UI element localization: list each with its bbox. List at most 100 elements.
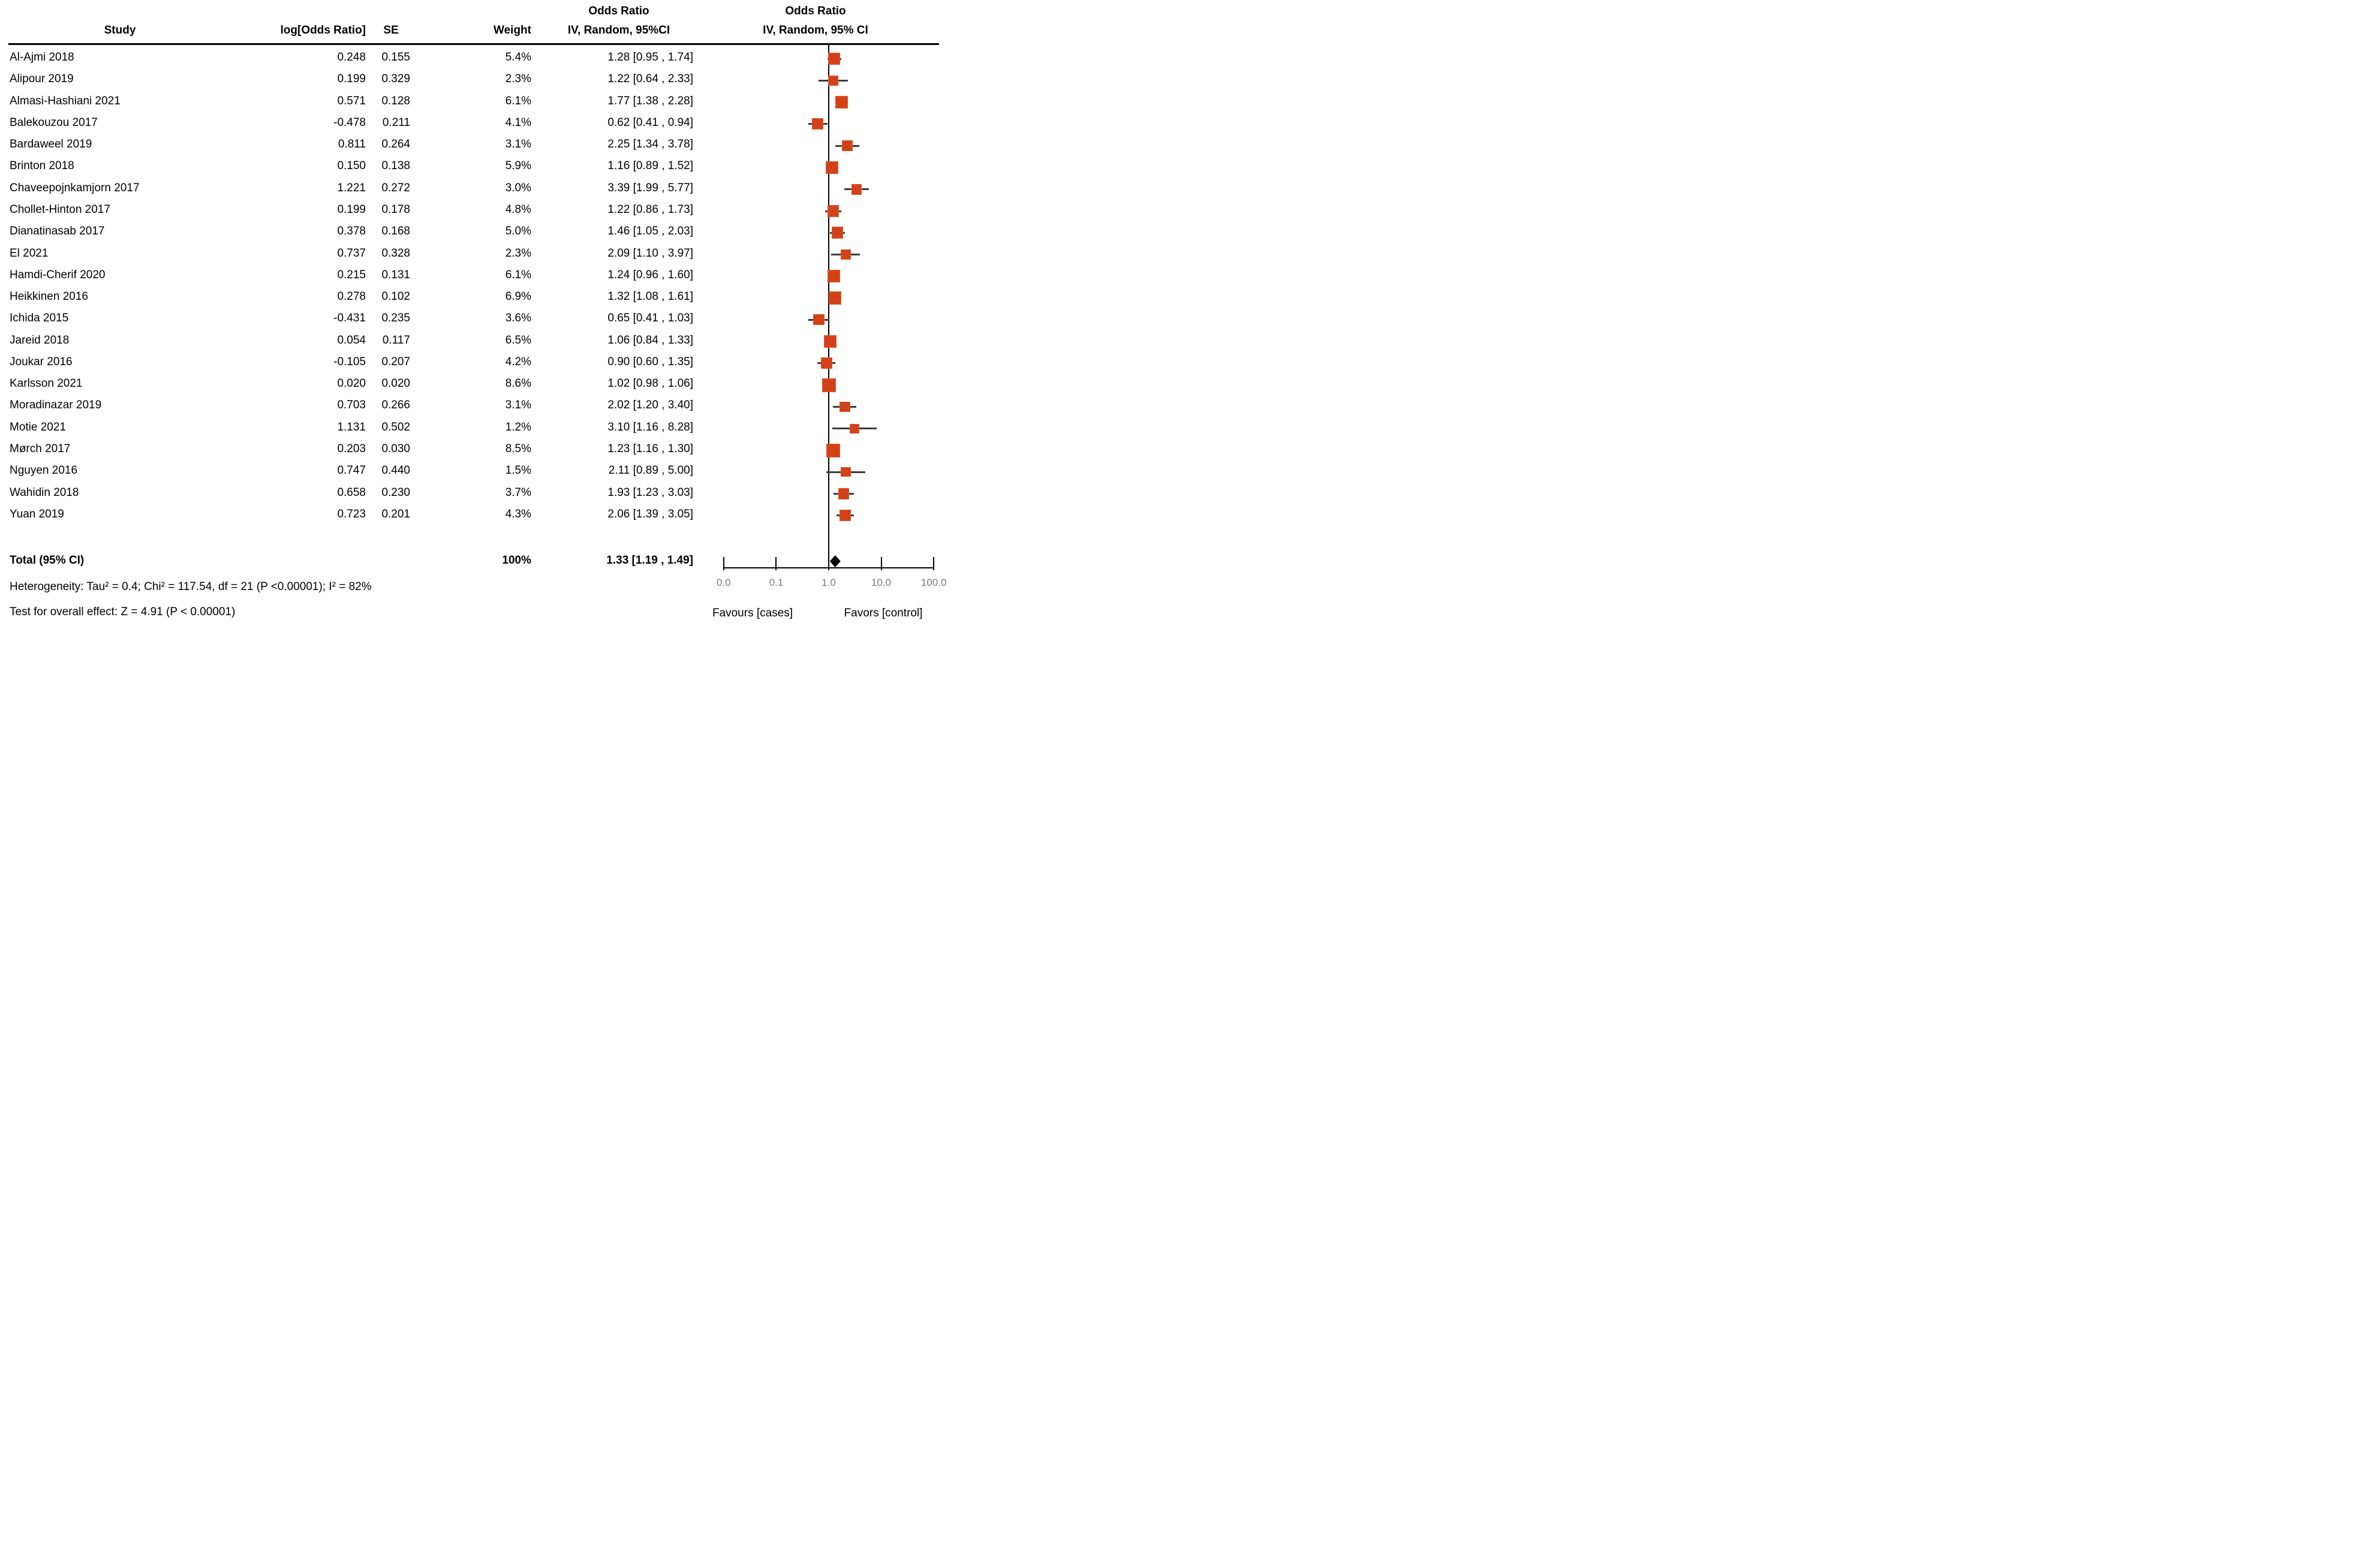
log-odds-ratio-value: 0.747 [337,464,366,477]
effect-marker [839,510,851,522]
study-name: Chaveepojnkamjorn 2017 [10,181,140,194]
se-value: 0.030 [381,443,410,456]
weight-value: 4.2% [505,355,531,368]
study-name: Bardaweel 2019 [10,138,92,151]
se-value: 0.235 [381,312,410,325]
odds-ratio-ci-value: 1.24 [0.96 , 1.60] [607,268,693,281]
odds-ratio-ci-value: 1.02 [0.98 , 1.06] [607,377,693,390]
odds-ratio-ci-value: 1.22 [0.64 , 2.33] [607,73,693,86]
axis-tick-label: 0.1 [769,577,784,588]
weight-value: 3.7% [505,486,531,499]
log-odds-ratio-value: 0.737 [337,246,366,260]
effect-marker [827,205,840,217]
log-odds-ratio-value: 0.658 [337,486,366,499]
log-odds-ratio-value: 0.150 [337,159,366,173]
weight-value: 3.6% [505,312,531,325]
weight-value: 4.8% [505,203,531,216]
se-value: 0.138 [381,159,410,173]
log-odds-ratio-value: -0.478 [333,116,366,129]
table-row: Wahidin 2018 0.658 0.230 3.7% 1.93 [1.23 , 3… [0,486,952,502]
column-header-odds-ratio-line2: IV, Random, 95%CI [567,24,670,37]
table-row: Heikkinen 2016 0.278 0.102 6.9% 1.32 [1.08 ,… [0,290,952,306]
table-row: Moradinazar 2019 0.703 0.266 3.1% 2.02 [1.20… [0,399,952,415]
effect-marker [813,314,825,326]
odds-ratio-ci-value: 1.77 [1.38 , 2.28] [607,94,693,107]
log-odds-ratio-value: 0.248 [337,51,366,64]
effect-marker [823,335,837,348]
study-name: Motie 2021 [10,420,67,434]
column-header-log-odds-ratio: log[Odds Ratio] [280,24,366,37]
column-header-odds-ratio-line1: Odds Ratio [588,5,649,17]
se-value: 0.272 [381,181,410,194]
se-value: 0.102 [381,290,410,303]
no-effect-line [828,44,829,568]
weight-value: 8.5% [505,443,531,456]
weight-value: 8.6% [505,377,531,390]
total-ci: 1.33 [1.19 , 1.49] [606,554,693,567]
effect-marker [826,161,838,174]
study-name: Ichida 2015 [10,312,69,325]
effect-marker [839,401,850,413]
se-value: 0.155 [381,51,410,64]
effect-marker [840,249,851,260]
table-row: Al-Ajmi 2018 0.248 0.155 5.4% 1.28 [0.95 , 1… [0,51,952,67]
se-value: 0.128 [381,94,410,107]
column-header-study: Study [104,24,136,37]
table-row: Nguyen 2016 0.747 0.440 1.5% 2.11 [0.89 , 5.… [0,464,952,480]
weight-value: 2.3% [505,73,531,86]
log-odds-ratio-value: 0.199 [337,203,366,216]
favours-right-label: Favors [control] [844,607,923,619]
odds-ratio-ci-value: 1.22 [0.86 , 1.73] [607,203,693,216]
log-odds-ratio-value: -0.105 [333,355,366,368]
log-odds-ratio-value: 0.571 [337,94,366,107]
se-value: 0.329 [381,73,410,86]
study-name: Hamdi-Cherif 2020 [10,268,106,281]
log-odds-ratio-value: 0.278 [337,290,366,303]
table-row: Alipour 2019 0.199 0.329 2.3% 1.22 [0.64 , 2… [0,73,952,89]
se-value: 0.328 [381,246,410,260]
weight-value: 1.5% [505,464,531,477]
se-value: 0.020 [381,377,410,390]
table-row: Almasi-Hashiani 2021 0.571 0.128 6.1% 1.77 [… [0,95,952,111]
effect-marker [841,140,853,151]
table-row: Balekouzou 2017 -0.478 0.211 4.1% 0.62 [0.41… [0,116,952,133]
weight-value: 3.1% [505,399,531,412]
log-odds-ratio-value: 0.199 [337,73,366,86]
weight-value: 6.1% [505,268,531,281]
odds-ratio-ci-value: 2.11 [0.89 , 5.00] [608,464,693,477]
table-row: Chollet-Hinton 2017 0.199 0.178 4.8% 1.22 [0… [0,203,952,219]
study-name: Chollet-Hinton 2017 [10,203,110,216]
se-value: 0.266 [381,399,410,412]
pooled-effect-diamond [829,555,841,567]
se-value: 0.230 [381,486,410,499]
weight-value: 6.5% [505,333,531,347]
table-row: Brinton 2018 0.150 0.138 5.9% 1.16 [0.89 , 1… [0,159,952,176]
forest-plot: Study log[Odds Ratio] SE Weight Odds Rat… [0,0,952,625]
effect-marker [831,227,844,239]
odds-ratio-ci-value: 3.10 [1.16 , 8.28] [607,420,693,434]
odds-ratio-ci-value: 1.93 [1.23 , 3.03] [607,486,693,499]
axis-tick-label: 0.0 [716,577,731,588]
overall-effect-text: Test for overall effect: Z = 4.91 (P < 0… [10,606,236,618]
table-row: Joukar 2016 -0.105 0.207 4.2% 0.90 [0.60 , 1… [0,356,952,372]
favours-left-label: Favours [cases] [712,607,793,619]
table-row: Jareid 2018 0.054 0.117 6.5% 1.06 [0.84 , 1.… [0,334,952,350]
odds-ratio-ci-value: 2.09 [1.10 , 3.97] [607,246,693,260]
study-name: Nguyen 2016 [10,464,78,477]
study-name: Alipour 2019 [10,73,74,86]
se-value: 0.117 [382,333,410,347]
odds-ratio-ci-value: 2.25 [1.34 , 3.78] [607,138,693,151]
se-value: 0.502 [381,420,410,434]
study-name: Moradinazar 2019 [10,399,102,412]
se-value: 0.440 [381,464,410,477]
table-row: El 2021 0.737 0.328 2.3% 2.09 [1.10 , 3.97] [0,247,952,263]
study-name: Brinton 2018 [10,159,74,173]
log-odds-ratio-value: 0.020 [337,377,366,390]
effect-marker [841,467,851,477]
column-header-se: SE [383,24,399,37]
odds-ratio-ci-value: 0.90 [0.60 , 1.35] [607,355,693,368]
weight-value: 5.0% [505,225,531,238]
study-name: El 2021 [10,246,49,260]
axis-tick-label: 1.0 [822,577,836,588]
se-value: 0.211 [382,116,410,129]
